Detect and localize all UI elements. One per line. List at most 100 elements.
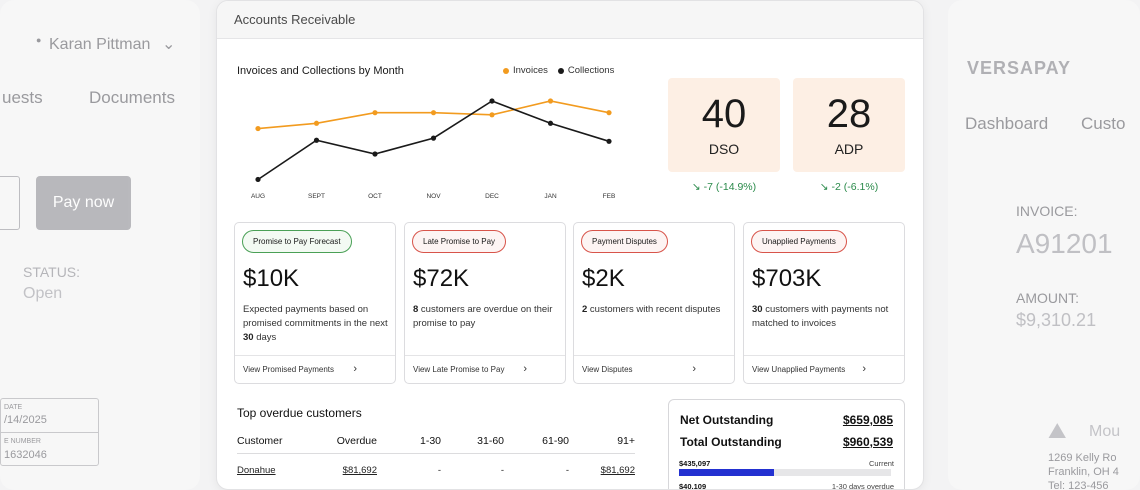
data-point-collections — [313, 137, 320, 143]
total-outstanding-row: Total Outstanding $960,539 — [680, 435, 893, 449]
data-point-collections — [430, 135, 437, 141]
91-plus-amount-link[interactable]: $81,692 — [600, 465, 635, 476]
status-label: STATUS: — [23, 264, 81, 280]
number-label: E NUMBER — [4, 438, 41, 445]
chevron-right-icon: › — [692, 363, 696, 375]
x-tick-label: NOV — [426, 193, 441, 200]
legend-item-invoices: Invoices — [503, 65, 548, 76]
status-value: Open — [23, 285, 63, 302]
amount-label: AMOUNT: — [1016, 290, 1079, 306]
chevron-right-icon: › — [523, 363, 527, 375]
divider — [0, 432, 99, 433]
card-amount: $72K — [413, 265, 470, 292]
aging-bar-amount: $435,097 — [679, 459, 711, 468]
net-outstanding-label: Net Outstanding — [680, 413, 774, 427]
table-cell: - — [437, 465, 441, 476]
data-point-invoices — [489, 112, 495, 118]
kpi-change-value: -7 (-14.9%) — [703, 181, 757, 193]
aging-bar-fill — [679, 469, 775, 476]
invoice-label: INVOICE: — [1016, 203, 1078, 219]
card-amount: $703K — [752, 265, 822, 292]
card-pill: Payment Disputes — [581, 230, 668, 253]
date-value: /14/2025 — [4, 414, 47, 426]
legend-dot-icon — [503, 67, 509, 74]
card-pill: Promise to Pay Forecast — [242, 230, 352, 253]
chevron-right-icon: › — [353, 363, 357, 375]
column-header-91-plus: 91+ — [617, 435, 635, 447]
user-name: Karan Pittman — [49, 36, 151, 53]
column-header-1-30: 1-30 — [419, 435, 441, 447]
outstanding-summary: Net Outstanding $659,085 Total Outstandi… — [668, 399, 905, 490]
card-pill: Unapplied Payments — [751, 230, 847, 253]
date-label: DATE — [4, 404, 23, 411]
brand-name: Mou — [1089, 423, 1121, 440]
background-panel-right — [948, 0, 1140, 490]
card-unapplied-payments: Unapplied Payments $703K 30 customers wi… — [743, 222, 905, 384]
legend-dot-icon — [557, 67, 564, 74]
customer-link[interactable]: Donahue — [237, 465, 276, 476]
aging-bar-label: 1-30 days overdue — [831, 482, 894, 490]
data-point-invoices — [255, 125, 261, 132]
card-description: Expected payments based on promised comm… — [243, 304, 388, 343]
total-outstanding-value[interactable]: $960,539 — [842, 435, 893, 449]
card-amount: $10K — [243, 265, 300, 292]
net-outstanding-value[interactable]: $659,085 — [842, 413, 893, 427]
tab-documents: Documents — [89, 88, 175, 107]
column-header-31-60: 31-60 — [477, 435, 504, 447]
data-point-collections — [489, 98, 495, 104]
data-point-invoices — [606, 110, 612, 116]
kpi-change-value: -2 (-6.1%) — [831, 181, 879, 193]
data-point-collections — [372, 151, 378, 157]
arrow-down-right-icon: ↘ — [819, 181, 829, 193]
overdue-amount-link[interactable]: $81,692 — [342, 465, 377, 476]
card-description: 2 customers with recent disputes — [582, 304, 721, 315]
card-description: 30 customers with payments not matched t… — [752, 304, 889, 329]
data-point-collections — [547, 120, 554, 126]
overdue-table-title: Top overdue customers — [237, 406, 362, 420]
kpi-label: ADP — [834, 141, 864, 157]
net-outstanding-row: Net Outstanding $659,085 — [680, 413, 893, 427]
card-pill: Late Promise to Pay — [412, 230, 507, 253]
kpi-label: DSO — [708, 141, 740, 157]
tab-requests: uests — [2, 88, 43, 107]
kpi-change-dso: ↘ -7 (-14.9%) — [668, 181, 780, 193]
legend-item-collections: Collections — [557, 65, 615, 76]
table-cell: - — [500, 465, 504, 476]
aging-bar-current — [679, 469, 891, 476]
x-tick-label: AUG — [251, 193, 265, 200]
aging-bar-amount: $40,109 — [679, 482, 707, 490]
data-point-invoices — [547, 98, 554, 104]
kpi-value: 28 — [826, 92, 872, 136]
chevron-down-icon: ⌄ — [162, 36, 176, 53]
pay-now-button: Pay now — [36, 176, 131, 230]
column-header-customer: Customer — [237, 435, 283, 447]
legend-label: Collections — [567, 65, 615, 76]
card-amount: $2K — [582, 265, 625, 292]
address-line: 1269 Kelly Ro — [1048, 452, 1117, 464]
data-point-invoices — [313, 120, 320, 126]
data-point-invoices — [372, 110, 378, 116]
address-line: Tel: 123-456 — [1048, 480, 1109, 490]
status-dot-icon: ● — [36, 35, 42, 45]
aging-bar-label: Current — [868, 459, 894, 468]
card-payment-disputes: Payment Disputes $2K 2 customers with re… — [573, 222, 735, 384]
view-promised-payments-link[interactable]: View Promised Payments › — [235, 355, 395, 383]
amount-value: $9,310.21 — [1016, 310, 1097, 330]
link-label: View Unapplied Payments — [752, 365, 846, 374]
column-header-overdue: Overdue — [336, 435, 377, 447]
card-late-promise-to-pay: Late Promise to Pay $72K 8 customers are… — [404, 222, 566, 384]
view-late-promise-link[interactable]: View Late Promise to Pay › — [405, 355, 565, 383]
link-label: View Promised Payments — [243, 365, 334, 374]
tab-dashboard: Dashboard — [965, 114, 1049, 133]
address-line: Franklin, OH 4 — [1048, 466, 1119, 478]
view-disputes-link[interactable]: View Disputes › — [574, 355, 734, 383]
tab-customers: Custo — [1081, 114, 1126, 133]
legend-label: Invoices — [513, 65, 548, 76]
versapay-logo: VERSAPAY — [967, 58, 1072, 78]
number-value: 1632046 — [4, 449, 47, 461]
x-tick-label: FEB — [603, 193, 616, 200]
kpi-value: 40 — [701, 92, 747, 136]
accounts-receivable-panel: Accounts Receivable Invoices and Collect… — [216, 0, 924, 490]
x-tick-label: SEPT — [308, 193, 325, 200]
view-unapplied-payments-link[interactable]: View Unapplied Payments › — [744, 355, 904, 383]
